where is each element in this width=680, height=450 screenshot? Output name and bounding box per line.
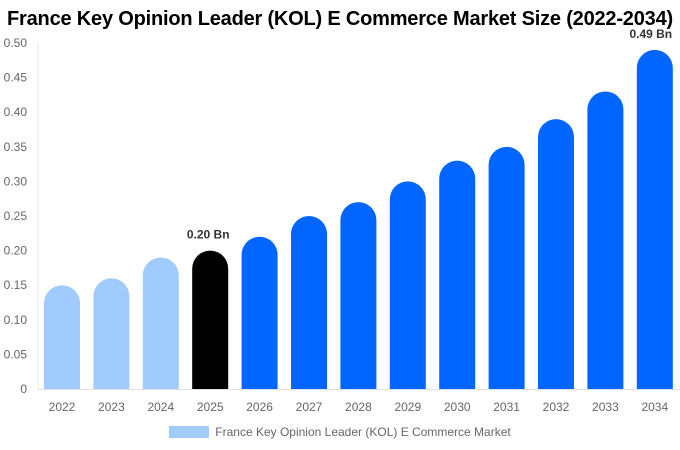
x-tick-label: 2025 — [197, 400, 224, 414]
x-tick-label: 2027 — [296, 400, 323, 414]
x-tick-label: 2029 — [394, 400, 421, 414]
legend: France Key Opinion Leader (KOL) E Commer… — [0, 425, 680, 439]
y-tick-label: 0.05 — [4, 347, 28, 361]
y-tick-label: 0.40 — [4, 105, 28, 119]
x-tick-label: 2026 — [246, 400, 273, 414]
legend-swatch — [169, 426, 210, 438]
x-tick-label: 2033 — [592, 400, 619, 414]
x-tick-label: 2024 — [147, 400, 174, 414]
bar-2029 — [389, 181, 426, 389]
bar-2025 — [192, 250, 229, 389]
x-tick-label: 2034 — [641, 400, 668, 414]
bar-2030 — [439, 160, 476, 389]
bar-2032 — [538, 119, 574, 389]
x-tick-label: 2022 — [49, 400, 76, 414]
bar-2034 — [636, 49, 673, 390]
bar-2023 — [93, 278, 130, 389]
x-tick-label: 2032 — [543, 400, 570, 414]
y-tick-label: 0.35 — [4, 140, 28, 154]
y-tick-label: 0.50 — [4, 36, 28, 50]
data-label-2034: 0.49 Bn — [629, 27, 672, 41]
y-tick-label: 0.15 — [4, 278, 28, 292]
y-tick-label: 0.25 — [4, 209, 28, 223]
x-tick-label: 2023 — [98, 400, 125, 414]
bar-2033 — [587, 91, 624, 390]
y-tick-label: 0.10 — [4, 313, 28, 327]
y-tick-label: 0.30 — [4, 174, 28, 188]
bar-2031 — [488, 146, 525, 389]
x-tick-label: 2031 — [493, 400, 520, 414]
bar-2022 — [44, 285, 80, 389]
y-tick-label: 0 — [20, 382, 27, 396]
y-tick-label: 0.45 — [4, 71, 28, 85]
bar-2027 — [291, 216, 327, 389]
bar-2028 — [340, 202, 377, 389]
bar-2024 — [142, 257, 179, 389]
chart-title: France Key Opinion Leader (KOL) E Commer… — [7, 8, 673, 30]
y-tick-label: 0.20 — [4, 244, 28, 258]
x-tick-label: 2030 — [444, 400, 471, 414]
legend-label: France Key Opinion Leader (KOL) E Commer… — [215, 425, 511, 439]
bar-chart: 0 0.05 0.10 0.15 0.20 0.25 0.30 0.35 0.40 0.45 0.5… — [4, 27, 680, 414]
data-label-2025: 0.20 Bn — [187, 228, 230, 242]
bar-2026 — [241, 236, 278, 389]
x-tick-label: 2028 — [345, 400, 372, 414]
